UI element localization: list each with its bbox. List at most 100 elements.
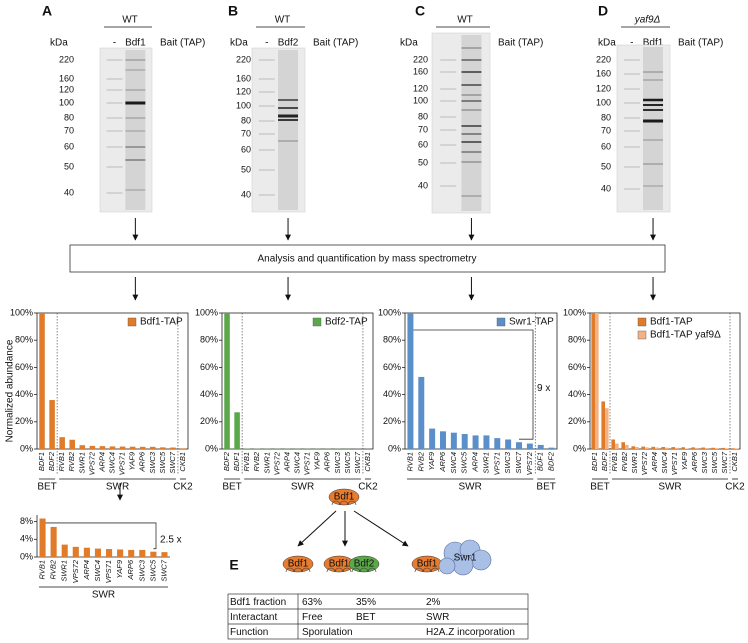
bar	[621, 442, 625, 449]
bar	[61, 544, 68, 557]
bar	[429, 428, 436, 449]
x-tick-label: VPS72	[640, 451, 649, 475]
bar	[631, 446, 635, 449]
bromodomain	[414, 567, 424, 573]
x-tick-label: SWC3	[137, 559, 146, 581]
y-tick-label: 20%	[15, 416, 33, 426]
x-tick-label: SWC7	[168, 451, 177, 473]
marker-label: 100	[59, 97, 74, 107]
gel-lane	[125, 50, 146, 210]
marker-label: 100	[413, 95, 428, 105]
plot-frame	[36, 312, 189, 450]
gel-band	[461, 59, 482, 61]
x-tick-label: SWC7	[720, 451, 729, 473]
table-cell: Free	[302, 612, 323, 623]
bar	[109, 446, 116, 449]
bar	[224, 313, 230, 449]
bromodomain	[331, 500, 341, 506]
bar	[79, 445, 86, 449]
bar	[418, 376, 425, 449]
marker-label: 80	[64, 112, 74, 122]
bromodomain	[422, 567, 432, 573]
bar	[685, 448, 689, 449]
ladder-band	[258, 133, 275, 135]
bar	[645, 447, 649, 449]
bromodomain	[430, 567, 440, 573]
gel-band	[461, 84, 482, 86]
x-tick-label: SWC5	[710, 451, 719, 473]
table-cell: 2%	[426, 597, 441, 608]
panel-letter: C	[415, 3, 425, 19]
gel-band	[461, 141, 482, 143]
x-tick-label: BDF2	[222, 451, 231, 471]
x-tick-label: ARP6	[126, 559, 135, 580]
bar	[671, 447, 675, 449]
bar	[665, 447, 669, 449]
x-tick-label: SWC4	[292, 452, 301, 474]
bar	[50, 526, 57, 557]
table-cell: 63%	[302, 597, 322, 608]
marker-label: 120	[413, 83, 428, 93]
annotation: 2.5 x	[160, 534, 182, 545]
ladder-band	[258, 120, 275, 122]
x-tick-label: SWR1	[630, 452, 639, 474]
strain-label: WT	[457, 15, 473, 26]
bar	[635, 446, 639, 449]
ladder-band	[258, 194, 275, 196]
marker-label: 220	[59, 54, 74, 64]
bar	[625, 444, 629, 449]
ladder-band	[623, 88, 640, 90]
swr1-blob	[438, 557, 456, 575]
arrow	[353, 510, 409, 547]
bar	[461, 434, 468, 449]
lane-label: Bdf1	[125, 38, 146, 49]
x-tick-label: RVB2	[49, 559, 58, 579]
gel-band	[461, 195, 482, 197]
x-tick-label: VPS72	[525, 451, 534, 475]
ladder-band	[106, 78, 123, 80]
ladder-band	[440, 88, 457, 90]
group-label: CK2	[725, 482, 745, 493]
bar	[99, 446, 106, 449]
bar	[472, 435, 479, 449]
x-tick-label: SWR1	[481, 452, 490, 474]
lane-label: -	[113, 38, 116, 49]
bar	[691, 447, 695, 449]
ladder-band	[623, 130, 640, 132]
x-tick-label: VPS71	[670, 452, 679, 475]
marker-label: 60	[64, 141, 74, 151]
gel-band	[125, 89, 146, 91]
y-tick-label: 100%	[563, 307, 586, 317]
marker-label: 160	[413, 66, 428, 76]
y-tick-label: 0%	[20, 551, 33, 561]
ladder-band	[623, 166, 640, 168]
panel-letter: B	[228, 3, 238, 19]
marker-label: 40	[64, 187, 74, 197]
unit-label: kDa	[598, 38, 616, 49]
gel-lane	[461, 35, 482, 211]
gel-band	[125, 117, 146, 119]
unit-label: kDa	[230, 38, 248, 49]
protein-label: Bdf1	[334, 492, 355, 503]
x-tick-label: SWC3	[148, 451, 157, 473]
marker-label: 40	[241, 189, 251, 199]
bar	[407, 313, 414, 449]
x-tick-label: VPS71	[118, 452, 127, 475]
x-tick-label: BDF1	[536, 452, 545, 471]
protein-label: Bdf1	[417, 559, 438, 570]
ladder-band	[440, 100, 457, 102]
ladder-band	[440, 185, 457, 187]
x-tick-label: VPS71	[492, 452, 501, 475]
marker-label: 220	[236, 54, 251, 64]
gel-band	[125, 159, 146, 161]
gel-band	[643, 98, 664, 102]
table-cell: SWR	[426, 612, 449, 623]
x-tick-label: CKB1	[730, 452, 739, 472]
x-tick-label: ARP6	[690, 451, 699, 472]
ladder-band	[106, 146, 123, 148]
strain-label: WT	[275, 15, 291, 26]
x-tick-label: SWC7	[353, 451, 362, 473]
bar	[69, 439, 76, 449]
gel-band	[461, 71, 482, 73]
ladder-band	[106, 117, 123, 119]
